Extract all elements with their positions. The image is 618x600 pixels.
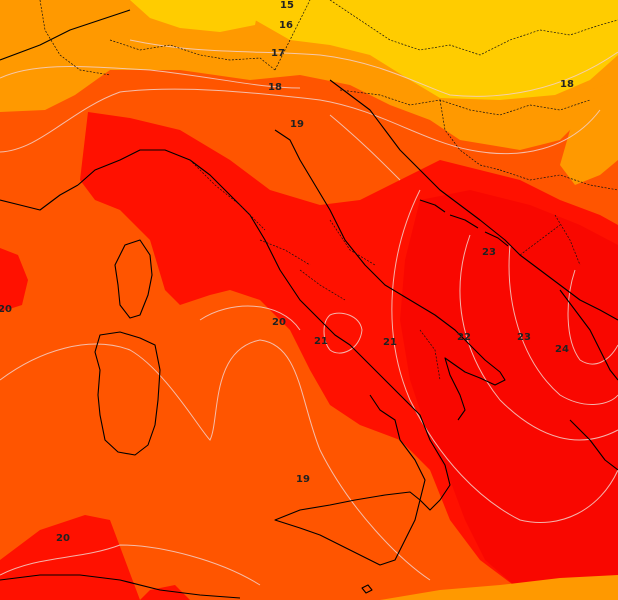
label-20-west: 20 (0, 304, 12, 315)
label-16: 16 (279, 20, 293, 31)
label-19-south: 19 (296, 474, 310, 485)
isotherm-labels: 15 16 17 18 18 19 19 20 20 20 21 21 22 2… (0, 0, 574, 544)
label-20-southwest: 20 (56, 533, 70, 544)
label-21-south: 21 (383, 337, 397, 348)
band-18-20-south (380, 575, 618, 600)
label-21-naples: 21 (314, 336, 328, 347)
label-22: 22 (457, 332, 471, 343)
band-16-18-east (560, 80, 618, 185)
band-15-16-west (130, 0, 260, 32)
label-23-south: 23 (517, 332, 531, 343)
label-19-north: 19 (290, 119, 304, 130)
band-15-16 (250, 0, 618, 100)
isotherms (0, 39, 618, 586)
borders (39, 0, 618, 381)
label-15: 15 (280, 0, 294, 11)
label-24: 24 (555, 344, 569, 355)
label-17: 17 (271, 48, 285, 59)
band-22-plus (400, 190, 618, 600)
label-18-east: 18 (560, 79, 574, 90)
label-18-north: 18 (268, 82, 282, 93)
red-blob-southwest (0, 515, 140, 600)
red-blob-west (0, 248, 28, 312)
label-20-coast: 20 (272, 317, 286, 328)
label-23-north: 23 (482, 247, 496, 258)
red-blob-southwest-2 (140, 585, 190, 600)
